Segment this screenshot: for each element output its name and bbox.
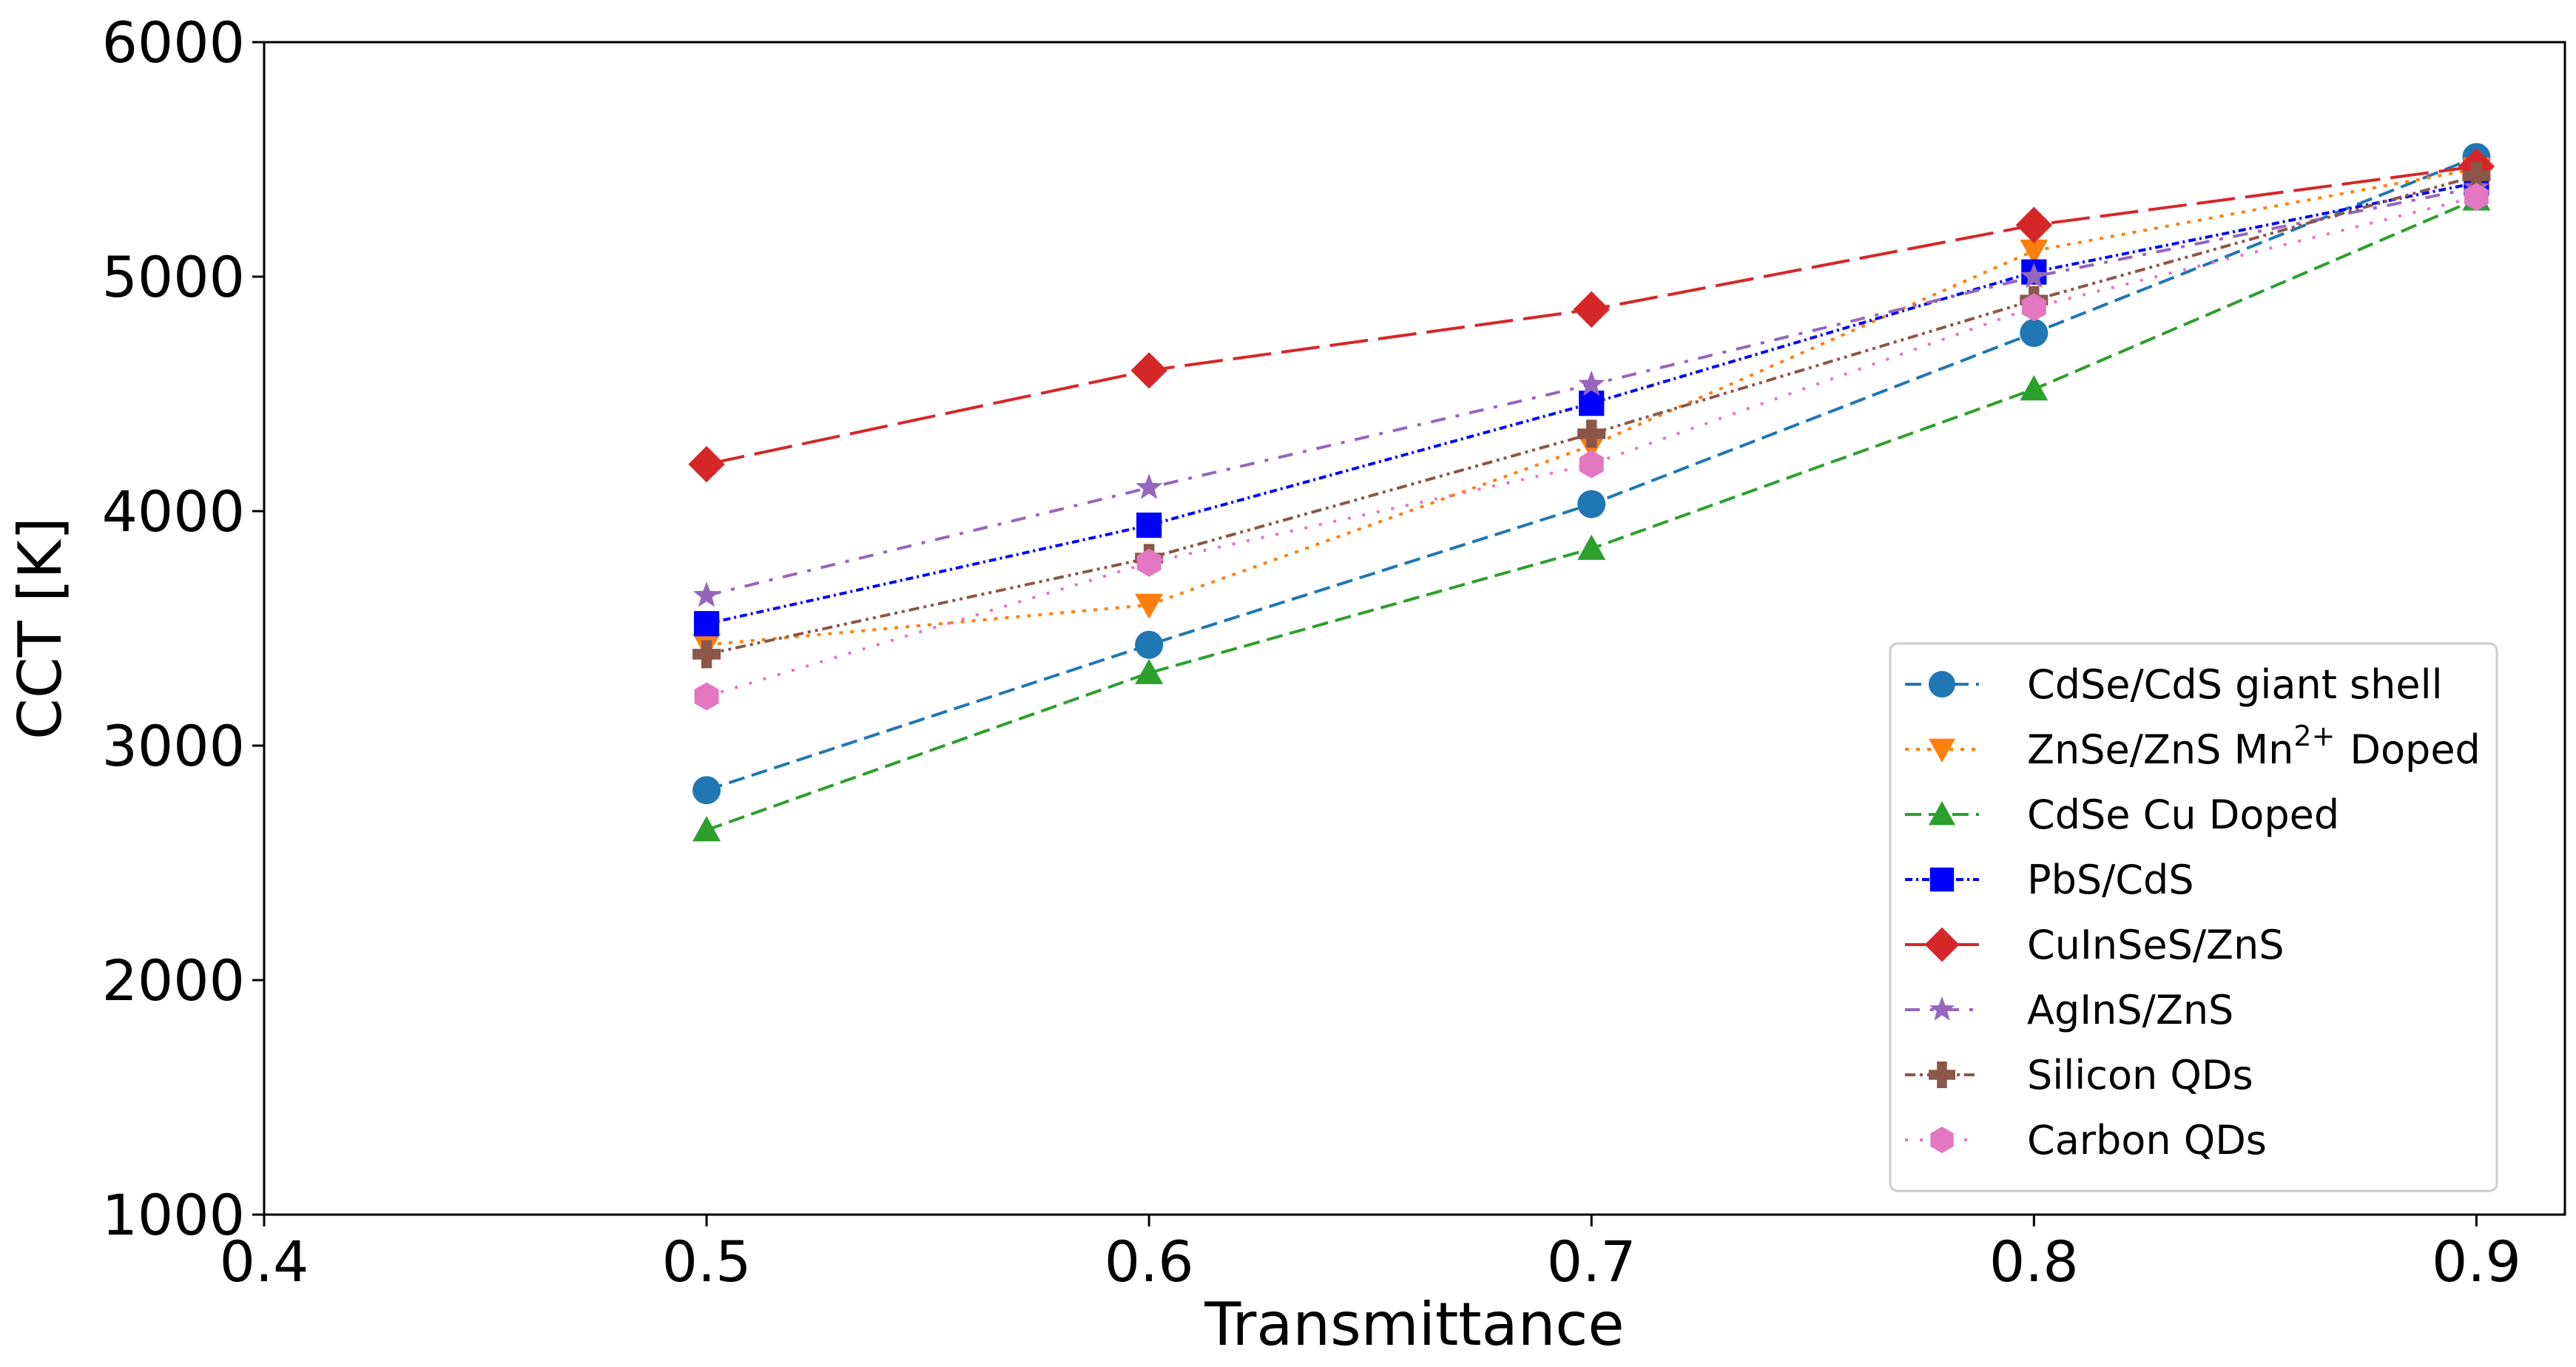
- legend-marker: [1924, 927, 1960, 962]
- data-point-cdse-cds-giant-shell: [1135, 630, 1164, 659]
- x-tick-label: 0.7: [1547, 1229, 1636, 1295]
- data-point-cuinses-zns: [1573, 291, 1610, 328]
- y-axis-ticks: 1000 2000 3000 4000 5000 6000: [102, 10, 264, 1248]
- legend-label-superscript: 2+: [2293, 720, 2335, 752]
- legend-label: CdSe/CdS giant shell: [2027, 661, 2443, 708]
- x-axis-ticks: 0.4 0.5 0.6 0.7 0.8 0.9: [220, 1215, 2521, 1295]
- data-point-carbon-qds: [2464, 183, 2489, 212]
- data-point-agins-zns: [2020, 263, 2048, 288]
- legend: CdSe/CdS giant shell ZnSe/ZnS Mn2+ DopedCd…: [1889, 642, 2498, 1192]
- x-tick-label: 0.6: [1105, 1229, 1194, 1295]
- data-point-silicon-qds: [1577, 419, 1606, 448]
- data-point-cdse-cds-giant-shell: [692, 776, 721, 805]
- legend-label: CdSe Cu Doped: [2027, 791, 2339, 838]
- data-point-agins-zns: [1578, 370, 1605, 396]
- data-point-silicon-qds: [2462, 161, 2491, 190]
- legend-label: PbS/CdS: [2027, 857, 2194, 903]
- y-tick-label: 5000: [102, 244, 245, 310]
- legend-label: Silicon QDs: [2027, 1052, 2253, 1098]
- data-point-agins-zns: [693, 581, 721, 607]
- legend-entry-znse-zns-mn-doped: ZnSe/ZnS Mn2+ Doped: [1905, 720, 2481, 773]
- y-axis-label: CCT [K]: [6, 517, 75, 740]
- legend-entry-carbon-qds: Carbon QDs: [1905, 1117, 2267, 1164]
- x-tick-label: 0.4: [220, 1229, 309, 1295]
- legend-entry-cdse-cds-giant-shell: CdSe/CdS giant shell: [1905, 661, 2443, 708]
- data-point-pbs-cds: [1579, 391, 1605, 416]
- legend-entry-pbs-cds: PbS/CdS: [1905, 857, 2194, 903]
- data-point-cdse-cu-doped: [2020, 375, 2049, 401]
- legend-label-main: ZnSe/ZnS Mn: [2027, 726, 2293, 773]
- data-point-cuinses-zns: [688, 445, 725, 483]
- x-axis-label: Transmittance: [1204, 1290, 1624, 1359]
- data-point-cdse-cds-giant-shell: [2020, 319, 2049, 348]
- legend-entry-silicon-qds: Silicon QDs: [1905, 1052, 2253, 1098]
- y-tick-label: 1000: [102, 1182, 245, 1248]
- data-point-cdse-cds-giant-shell: [1577, 490, 1606, 519]
- data-point-cuinses-zns: [1130, 352, 1167, 389]
- legend-marker: [1929, 1061, 1955, 1088]
- legend-label: Carbon QDs: [2027, 1117, 2267, 1164]
- data-point-agins-zns: [1136, 473, 1163, 499]
- legend-marker: [1929, 801, 1955, 826]
- legend-entry-cdse-cu-doped: CdSe Cu Doped: [1905, 791, 2339, 838]
- y-tick-label: 2000: [102, 948, 245, 1013]
- series-line-pbs-cds: [706, 181, 2477, 626]
- data-point-cdse-cu-doped: [1135, 658, 1164, 684]
- data-point-carbon-qds: [2021, 293, 2046, 322]
- data-point-cuinses-zns: [2015, 206, 2053, 243]
- data-point-pbs-cds: [1136, 512, 1162, 539]
- series-carbon-qds: [694, 183, 2489, 711]
- plot-area-frame: [263, 41, 2566, 1216]
- legend-label: AgInS/ZnS: [2027, 987, 2233, 1033]
- legend-marker: [1929, 738, 1955, 763]
- legend-label: CuInSeS/ZnS: [2027, 922, 2285, 968]
- data-point-cdse-cu-doped: [692, 816, 721, 842]
- data-point-carbon-qds: [694, 682, 719, 711]
- data-point-znse-zns-mn-doped: [2020, 239, 2049, 266]
- x-tick-label: 0.9: [2432, 1229, 2521, 1295]
- y-tick-label: 4000: [102, 479, 245, 544]
- legend-marker: [1930, 1127, 1954, 1153]
- legend-label-suffix: Doped: [2350, 726, 2480, 773]
- legend-marker: [1929, 867, 1955, 892]
- data-point-cdse-cu-doped: [1577, 534, 1606, 560]
- series-cdse-cds-giant-shell: [692, 143, 2491, 805]
- legend-entry-agins-zns: AgInS/ZnS: [1905, 987, 2233, 1033]
- y-tick-label: 3000: [102, 713, 245, 779]
- legend-marker: [1929, 996, 1955, 1021]
- legend-frame: [1889, 642, 2498, 1192]
- series-layer: [688, 143, 2495, 842]
- data-point-carbon-qds: [1136, 548, 1161, 577]
- data-point-pbs-cds: [693, 611, 720, 637]
- x-tick-label: 0.8: [1989, 1229, 2079, 1295]
- x-tick-label: 0.5: [662, 1229, 752, 1295]
- legend-marker: [1929, 671, 1955, 698]
- y-tick-label: 6000: [102, 10, 245, 75]
- data-point-carbon-qds: [1579, 450, 1604, 479]
- data-point-znse-zns-mn-doped: [1135, 593, 1164, 619]
- legend-label: ZnSe/ZnS Mn2+ Doped: [2027, 720, 2481, 773]
- legend-entry-cuinses-zns: CuInSeS/ZnS: [1905, 922, 2285, 968]
- data-point-silicon-qds: [692, 640, 721, 669]
